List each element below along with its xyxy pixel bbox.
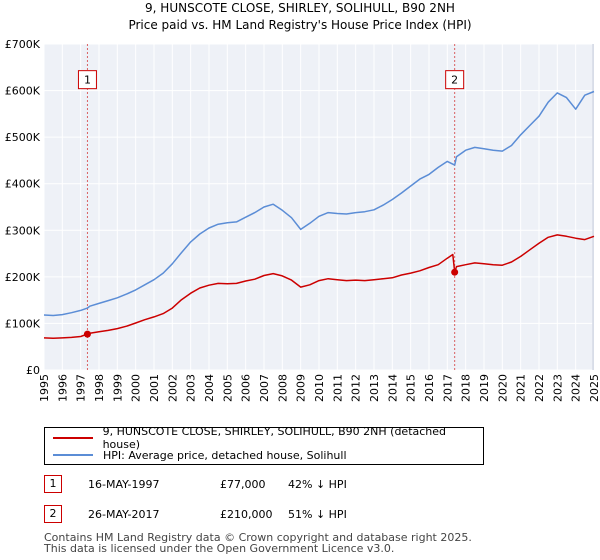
x-tick-label: 2020 (496, 374, 509, 402)
legend-swatch-property (53, 437, 93, 439)
x-tick-label: 2022 (533, 374, 546, 402)
x-tick-label: 2008 (276, 374, 289, 402)
legend: 9, HUNSCOTE CLOSE, SHIRLEY, SOLIHULL, B9… (44, 425, 484, 465)
x-tick-label: 2018 (460, 374, 473, 402)
footer-line-1: Contains HM Land Registry data © Crown c… (44, 531, 472, 544)
x-tick-label: 1998 (93, 374, 106, 402)
x-tick-label: 2013 (368, 374, 381, 402)
y-tick-label: £0 (26, 364, 40, 377)
x-tick-label: 2025 (588, 374, 600, 402)
x-tick-label: 2001 (148, 374, 161, 402)
x-tick-label: 2019 (478, 374, 491, 402)
sale-hpi-comparison: 42% ↓ HPI (288, 478, 347, 491)
legend-label-property: 9, HUNSCOTE CLOSE, SHIRLEY, SOLIHULL, B9… (102, 425, 447, 451)
sale-date: 26-MAY-2017 (88, 508, 160, 521)
footer-line-2: This data is licensed under the Open Gov… (44, 542, 395, 555)
legend-entry-property: 9, HUNSCOTE CLOSE, SHIRLEY, SOLIHULL, B9… (53, 425, 483, 451)
x-tick-label: 2010 (313, 374, 326, 402)
x-tick-label: 2014 (386, 374, 399, 402)
x-tick-label: 2024 (570, 374, 583, 402)
sale-hpi-comparison: 51% ↓ HPI (288, 508, 347, 521)
y-tick-label: £500K (5, 131, 41, 144)
x-tick-label: 2004 (203, 374, 216, 402)
sale-point (451, 268, 459, 276)
forecast-shade (592, 44, 594, 370)
footer-attribution: Contains HM Land Registry data © Crown c… (44, 532, 472, 554)
x-tick-label: 2000 (130, 374, 143, 402)
y-tick-label: £700K (5, 38, 41, 51)
sale-number-badge: 1 (44, 475, 62, 493)
x-tick-label: 2023 (551, 374, 564, 402)
y-tick-label: £200K (5, 271, 41, 284)
x-tick-label: 2006 (240, 374, 253, 402)
x-tick-label: 2007 (258, 374, 271, 402)
y-tick-label: £600K (5, 85, 41, 98)
series-line-property (43, 234, 595, 340)
x-tick-label: 2016 (423, 374, 436, 402)
sale-label-text: 1 (84, 74, 91, 87)
sale-price: £210,000 (220, 508, 273, 521)
x-tick-label: 1995 (38, 374, 51, 402)
sale-number-badge: 2 (44, 505, 62, 523)
x-tick-label: 2002 (166, 374, 179, 402)
y-tick-label: £300K (5, 224, 41, 237)
sale-label-box (445, 70, 465, 90)
x-tick-label: 2015 (405, 374, 418, 402)
x-tick-label: 2005 (221, 374, 234, 402)
x-tick-label: 2012 (350, 374, 363, 402)
sale-date: 16-MAY-1997 (88, 478, 160, 491)
sale-price: £77,000 (220, 478, 266, 491)
x-tick-label: 2017 (441, 374, 454, 402)
legend-swatch-hpi (53, 454, 93, 456)
price-chart: 9, HUNSCOTE CLOSE, SHIRLEY, SOLIHULL, B9… (5, 1, 600, 402)
chart-subtitle: Price paid vs. HM Land Registry's House … (128, 18, 471, 32)
legend-entry-hpi: HPI: Average price, detached house, Soli… (53, 447, 347, 463)
chart-title: 9, HUNSCOTE CLOSE, SHIRLEY, SOLIHULL, B9… (145, 1, 455, 15)
y-tick-label: £100K (5, 317, 41, 330)
x-tick-label: 2009 (295, 374, 308, 402)
x-tick-label: 1999 (111, 374, 124, 402)
sale-label-box (77, 70, 97, 90)
x-tick-label: 1997 (75, 374, 88, 402)
sale-point (83, 330, 91, 338)
sale-label-text: 2 (451, 74, 458, 87)
legend-label-hpi: HPI: Average price, detached house, Soli… (103, 448, 347, 462)
x-tick-label: 2003 (185, 374, 198, 402)
x-tick-label: 2021 (515, 374, 528, 402)
x-tick-label: 1996 (56, 374, 69, 402)
series-line-hpi (43, 90, 595, 317)
y-tick-label: £400K (5, 178, 41, 191)
x-tick-label: 2011 (331, 374, 344, 402)
